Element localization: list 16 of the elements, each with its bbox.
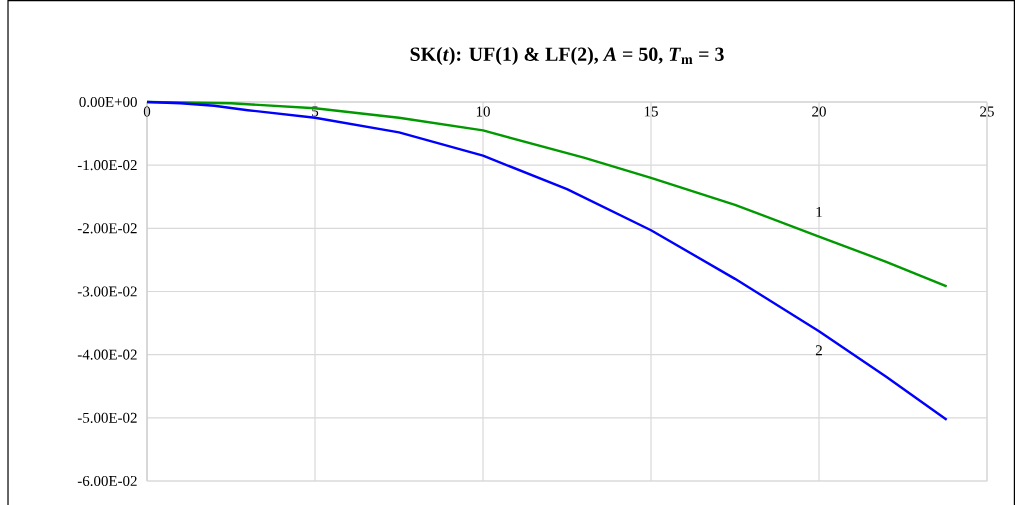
y-tick-label: 0.00E+00 xyxy=(79,96,137,108)
x-tick-label: 25 xyxy=(980,106,994,117)
y-tick-label: -2.00E-02 xyxy=(77,223,137,234)
x-tick-label: 0 xyxy=(143,106,151,117)
x-tick-label: 15 xyxy=(644,106,658,117)
y-tick-label: -3.00E-02 xyxy=(77,286,137,297)
y-tick-label: -4.00E-02 xyxy=(77,349,137,360)
annotation: 2 xyxy=(815,345,822,356)
x-tick-label: 10 xyxy=(476,106,490,117)
x-tick-label: 20 xyxy=(812,106,826,117)
annotation: 1 xyxy=(816,206,822,217)
line-series xyxy=(145,100,948,421)
y-tick-label: -6.00E-02 xyxy=(77,475,137,487)
y-tick-label: -1.00E-02 xyxy=(77,160,137,171)
y-tick-label: -5.00E-02 xyxy=(77,412,137,423)
chart-title: SK(t): UF(1) & LF(2), A = 50, T$_{m}$ = 3 xyxy=(410,46,724,66)
